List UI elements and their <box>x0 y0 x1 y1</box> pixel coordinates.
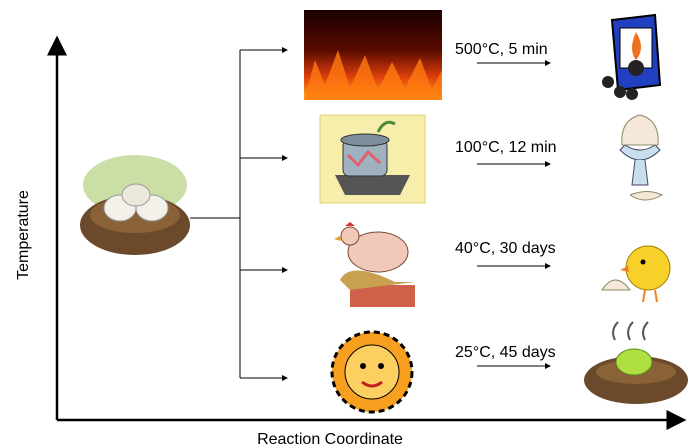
condition-label: 100°C, 12 min <box>455 139 557 156</box>
sun-image <box>330 330 414 414</box>
chick-image <box>601 245 671 303</box>
x-axis-label: Reaction Coordinate <box>257 431 403 448</box>
axes <box>47 35 687 430</box>
nest-eggs <box>80 155 190 255</box>
hen-image <box>334 222 415 307</box>
branches <box>190 47 288 381</box>
y-axis-label: Temperature <box>15 190 32 280</box>
condition-label: 500°C, 5 min <box>455 41 548 58</box>
condition-label: 25°C, 45 days <box>455 344 556 361</box>
pot-image <box>319 114 426 204</box>
condition-label: 40°C, 30 days <box>455 240 556 257</box>
coal-bag-image <box>602 13 662 100</box>
egg-cup-image <box>619 114 664 201</box>
nest-green-egg-image <box>584 321 688 404</box>
fire-image <box>304 10 442 100</box>
condition-arrows <box>477 60 551 369</box>
